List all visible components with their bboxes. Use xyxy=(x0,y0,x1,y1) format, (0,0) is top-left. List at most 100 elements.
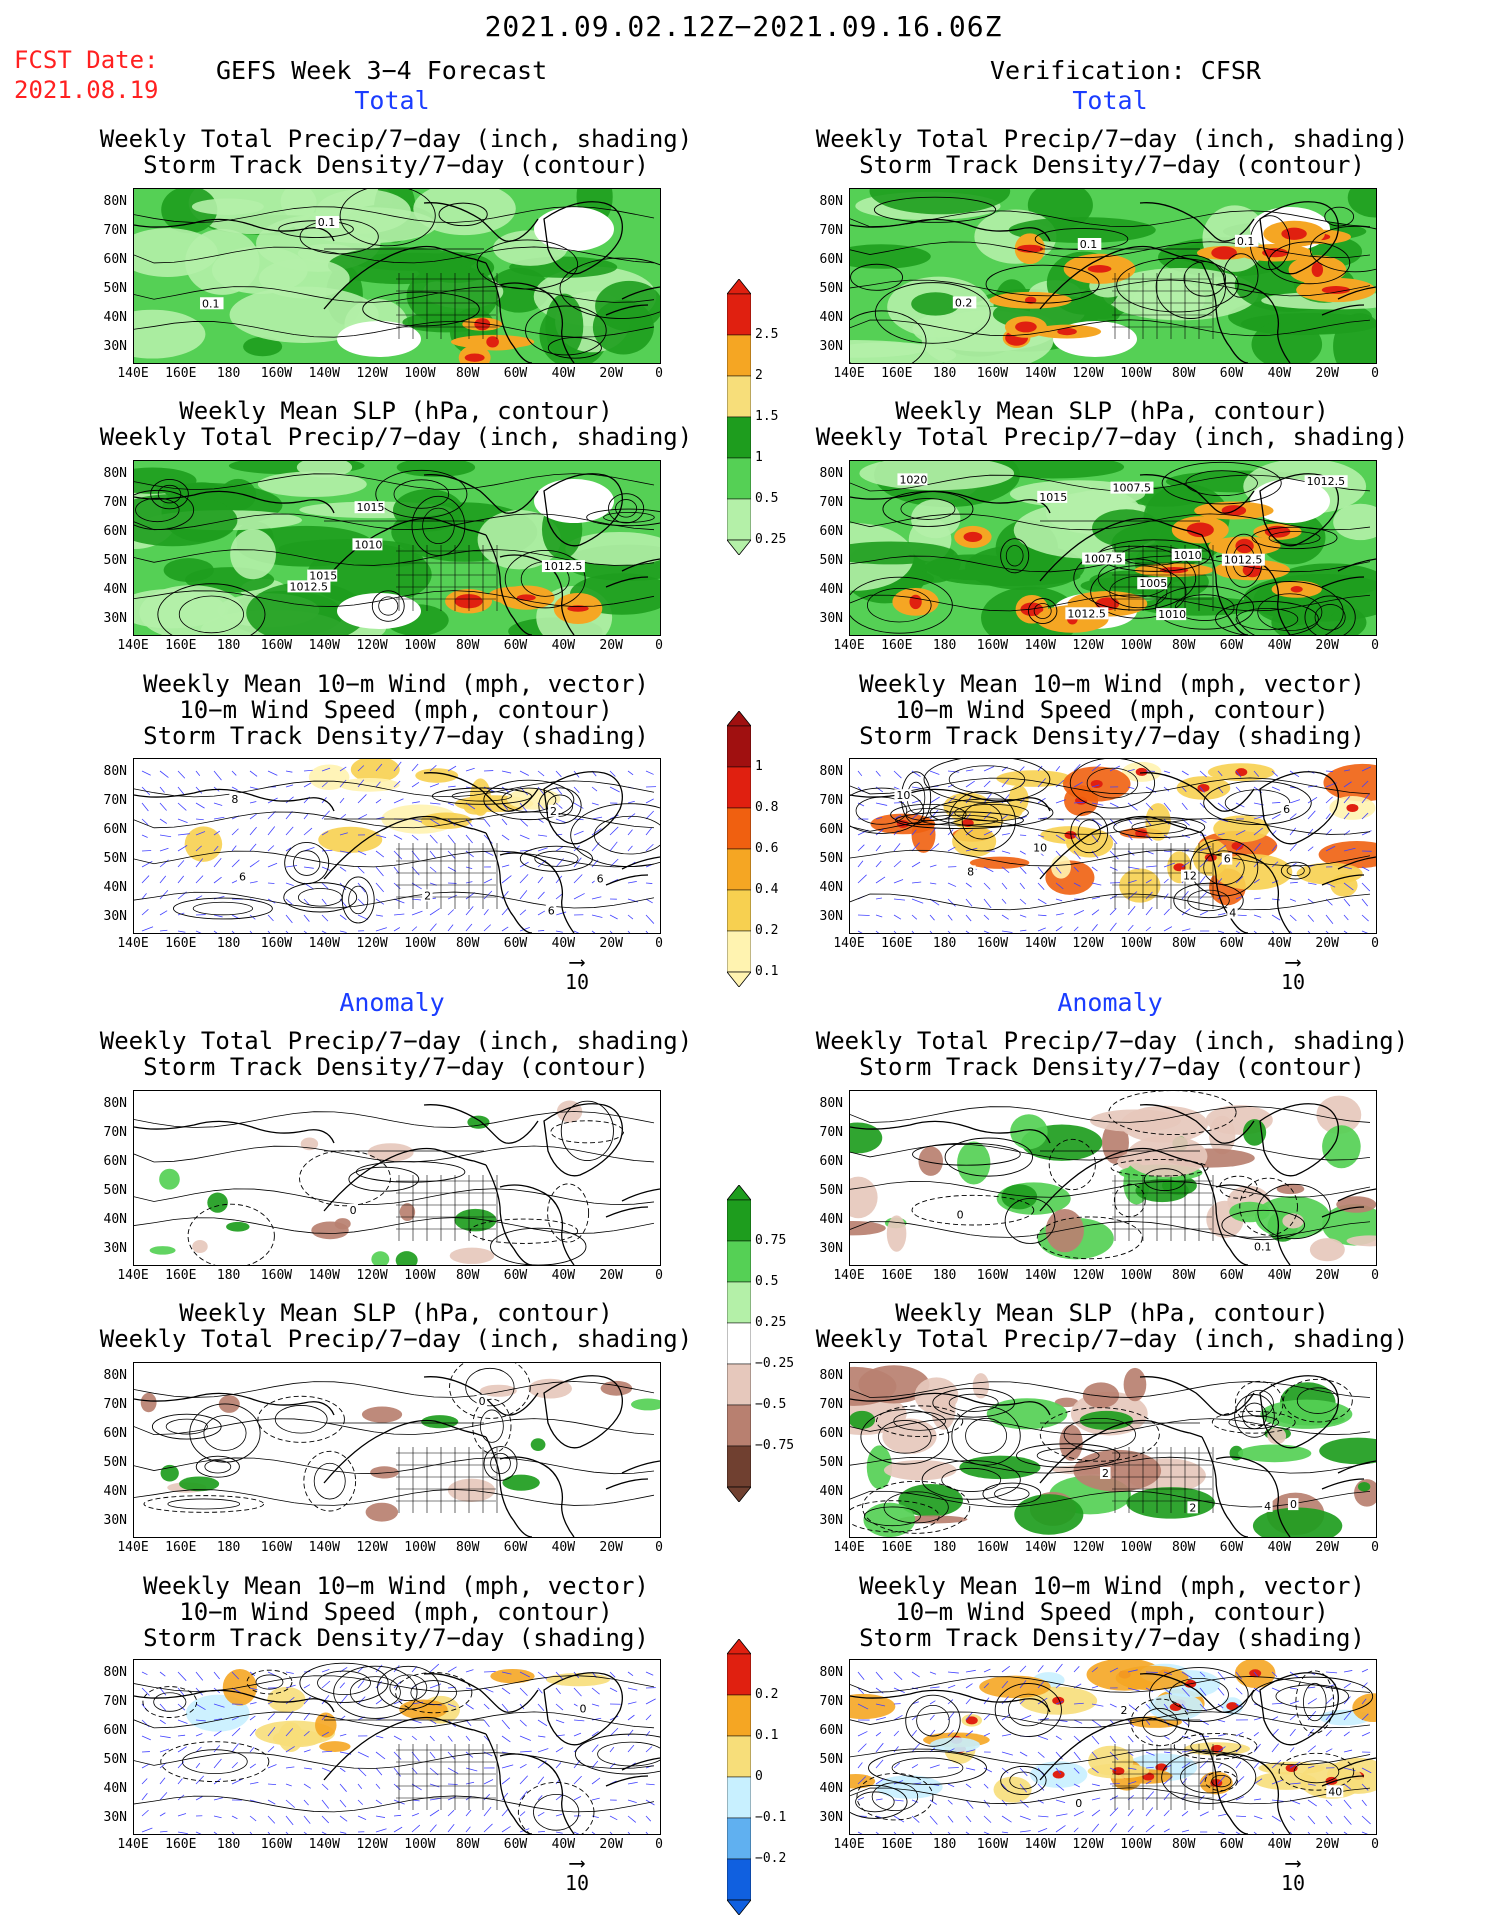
wind-vector xyxy=(1163,1793,1170,1801)
wind-vector xyxy=(213,1718,223,1721)
vector-reference: ⟶ 10 xyxy=(552,950,602,995)
panel-title-line: Weekly Mean SLP (hPa, contour) xyxy=(179,397,613,425)
colorbar-label: 2.5 xyxy=(755,327,779,342)
map-field-p4l: 0 xyxy=(134,1100,660,1265)
panel-title-line: Storm Track Density/7−day (contour) xyxy=(859,1053,1365,1081)
wind-vector xyxy=(875,1798,883,1801)
wind-vector xyxy=(231,786,238,791)
wind-vector xyxy=(1361,1831,1369,1834)
colorbar-storm_total xyxy=(727,711,751,987)
wind-vector xyxy=(591,930,596,933)
wind-vector xyxy=(1109,1807,1119,1817)
fcst-date-label: FCST Date: xyxy=(14,46,159,74)
wind-vector xyxy=(1019,1799,1029,1808)
vector-reference-arrow-icon: ⟶ xyxy=(570,1851,584,1876)
lon-tick-label: 100W xyxy=(1120,1268,1152,1283)
contour-line xyxy=(615,499,638,518)
wind-vector xyxy=(911,1764,919,1769)
contour-label: 1012.5 xyxy=(287,580,331,593)
lat-tick-label: 60N xyxy=(103,252,127,267)
wind-vector xyxy=(1307,1765,1315,1769)
extreme-precip-blob xyxy=(963,531,983,542)
wind-vector xyxy=(411,898,422,901)
wet-anomaly-blob xyxy=(957,1141,991,1185)
contour-line xyxy=(951,1406,1021,1466)
wind-vector xyxy=(519,1719,527,1727)
wind-vector xyxy=(537,786,545,795)
wind-vector xyxy=(1037,882,1045,890)
wind-vector xyxy=(1253,1731,1259,1737)
contour-label: 0 xyxy=(476,1394,488,1408)
wind-vector xyxy=(357,866,365,874)
wind-vector xyxy=(375,763,383,772)
lon-tick-label: 80W xyxy=(1171,366,1196,381)
wind-vector xyxy=(947,1815,954,1823)
wind-vector xyxy=(1073,1767,1080,1774)
wind-vector xyxy=(1307,1686,1316,1689)
wet-anomaly-blob xyxy=(160,1464,179,1482)
contour-line xyxy=(341,876,375,924)
wind-vector xyxy=(591,1687,600,1695)
wind-vector xyxy=(1217,1775,1226,1785)
wind-vector xyxy=(1019,866,1027,874)
wind-vector xyxy=(1289,1747,1295,1753)
wind-vector xyxy=(1253,879,1260,884)
vector-reference-arrow-icon: ⟶ xyxy=(570,950,584,975)
svg-text:0.1: 0.1 xyxy=(1237,235,1255,248)
extreme-precip-blob xyxy=(1211,246,1237,260)
wind-vector xyxy=(573,802,584,809)
contour-line xyxy=(1235,581,1344,635)
contour-line xyxy=(134,811,655,829)
contour-line xyxy=(525,305,607,356)
wind-vector xyxy=(1361,1799,1367,1806)
wind-vector xyxy=(1163,862,1175,868)
wind-vector xyxy=(393,1826,403,1833)
lat-tick-label: 40N xyxy=(103,310,127,325)
panel-title-line: Weekly Total Precip/7−day (inch, shading… xyxy=(99,423,693,451)
wind-vector xyxy=(429,866,437,873)
storm-density-core xyxy=(1226,1702,1239,1711)
wind-vector xyxy=(1127,879,1137,884)
wind-vector xyxy=(947,1699,954,1705)
lon-tick-label: 60W xyxy=(503,1540,528,1555)
contour-line xyxy=(1161,461,1282,505)
wind-vector xyxy=(1073,926,1079,932)
wind-vector xyxy=(195,786,203,794)
wind-vector xyxy=(893,1714,903,1721)
lon-tick-label: 160E xyxy=(881,1837,913,1852)
wind-vector xyxy=(1325,813,1331,820)
wind-vector xyxy=(1253,1762,1260,1769)
wind-vector xyxy=(195,818,204,821)
wind-vector xyxy=(375,798,382,804)
coastline xyxy=(485,1436,533,1537)
vector-reference: ⟶ 10 xyxy=(1268,952,1318,995)
wind-vector xyxy=(609,1815,618,1821)
coastline xyxy=(1039,1419,1203,1484)
lat-tick-label: 60N xyxy=(103,1426,127,1441)
wind-vector xyxy=(1199,875,1206,884)
wind-vector xyxy=(645,914,655,924)
coastline xyxy=(621,286,660,300)
coastline xyxy=(621,1460,660,1474)
wind-vector xyxy=(1199,1774,1208,1785)
wind-vector xyxy=(1055,1735,1062,1740)
wind-vector xyxy=(609,1715,619,1721)
wind-vector xyxy=(1001,866,1010,874)
wind-vector xyxy=(1271,1687,1281,1692)
wind-vector xyxy=(195,1671,204,1681)
wind-vector xyxy=(1073,834,1081,842)
contour-label: 0 xyxy=(954,1208,966,1222)
storm-density-blob xyxy=(415,768,459,783)
svg-text:1012.5: 1012.5 xyxy=(1067,607,1106,620)
wind-vector xyxy=(645,882,653,884)
wind-vector xyxy=(159,1703,167,1711)
wind-vector xyxy=(195,1719,206,1722)
wet-anomaly-blob xyxy=(1079,1410,1134,1430)
svg-text:4: 4 xyxy=(1264,1500,1271,1513)
wind-vector xyxy=(1145,891,1153,900)
dry-anomaly-blob xyxy=(1126,1135,1208,1178)
wind-vector xyxy=(393,866,400,874)
precip-shading-blob xyxy=(869,189,1011,215)
contour-line xyxy=(1257,593,1323,632)
